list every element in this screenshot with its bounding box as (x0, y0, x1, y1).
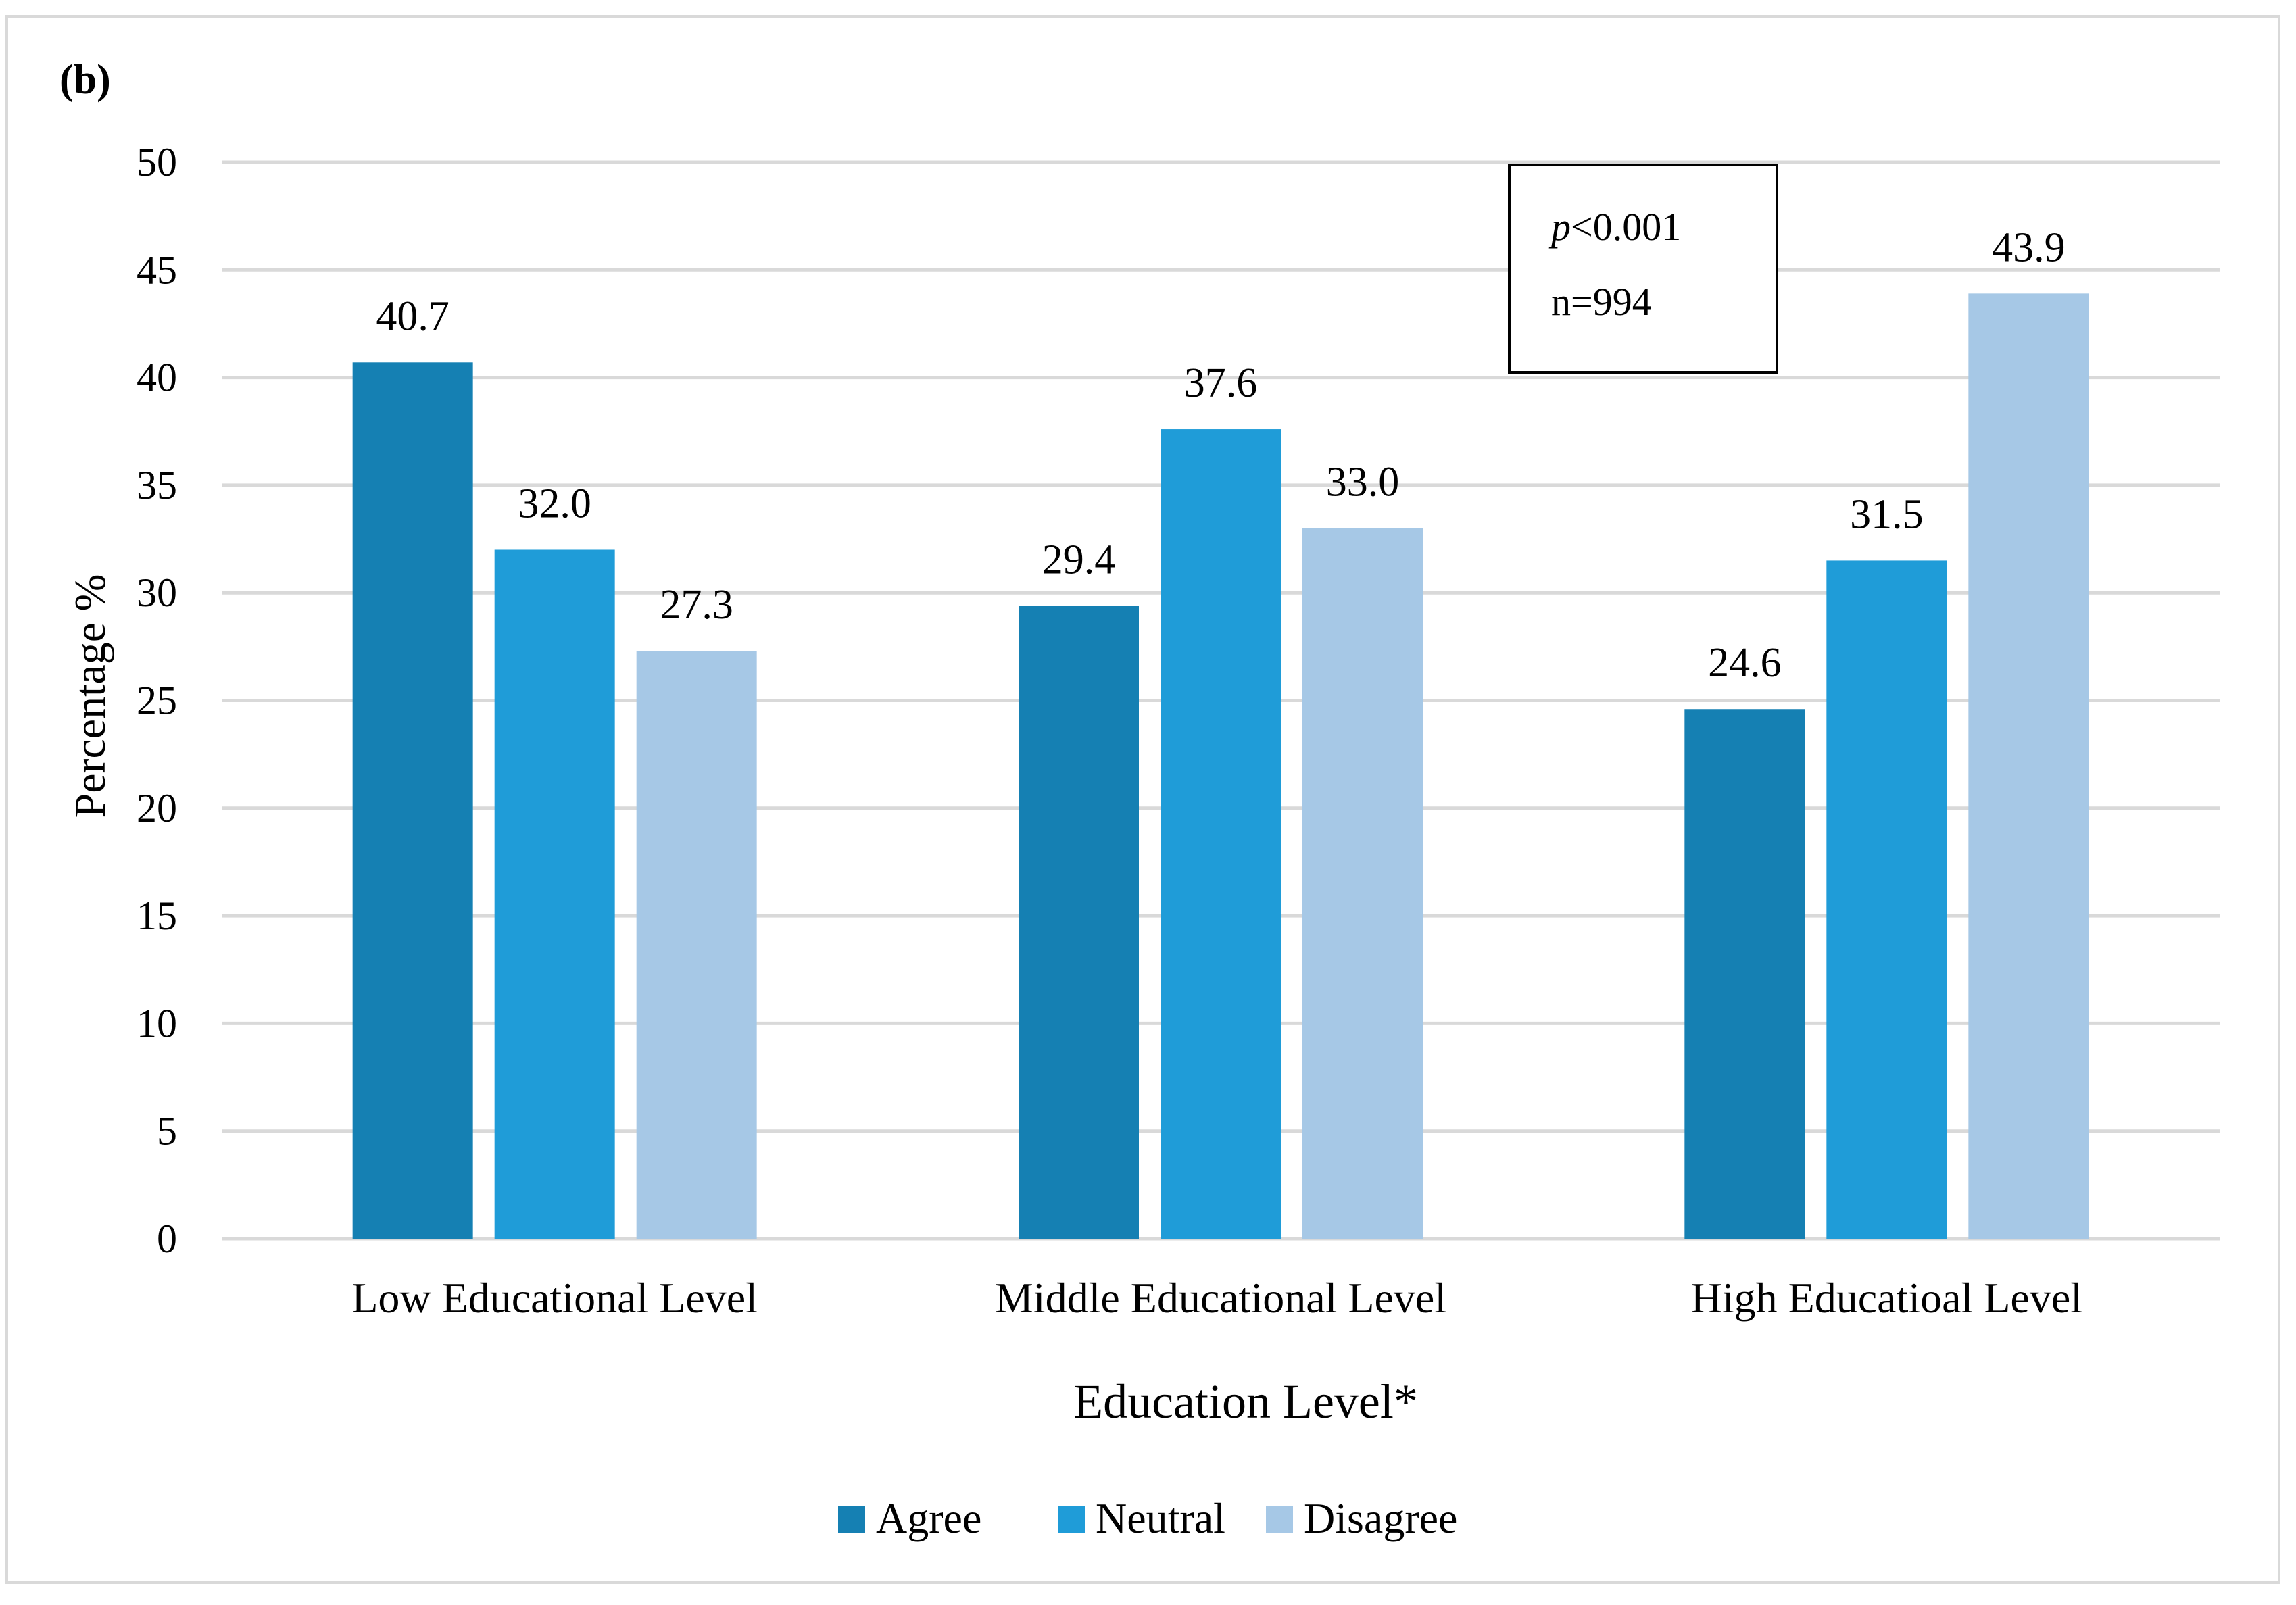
y-tick-label: 20 (137, 786, 177, 831)
data-label: 40.7 (376, 293, 449, 339)
x-tick-label: High Educatioal Level (1691, 1274, 2082, 1322)
annotation-box: p<0.001 n=994 (1508, 164, 1778, 374)
x-tick-label: Middle Educational Level (995, 1274, 1446, 1322)
x-axis-label: Education Level* (1073, 1375, 1418, 1429)
data-label: 29.4 (1042, 537, 1116, 583)
bar-disagree-3 (1968, 293, 2089, 1239)
y-tick-label: 5 (157, 1109, 177, 1154)
bar-agree-3 (1684, 709, 1805, 1239)
legend-label-agree: Agree (876, 1494, 981, 1542)
data-label: 31.5 (1850, 491, 1924, 537)
legend-label-disagree: Disagree (1304, 1494, 1457, 1542)
data-label: 32.0 (518, 480, 591, 526)
data-label: 27.3 (660, 582, 733, 628)
y-tick-label: 0 (157, 1216, 177, 1261)
data-label: 37.6 (1184, 360, 1258, 406)
legend-swatch-neutral (1058, 1506, 1085, 1533)
annotation-border (1508, 164, 1778, 374)
y-tick-label: 25 (137, 678, 177, 723)
y-tick-label: 40 (137, 355, 177, 400)
data-label: 33.0 (1326, 460, 1400, 505)
y-tick-label: 15 (137, 893, 177, 938)
panel-label: (b) (59, 57, 111, 103)
bar-neutral-1 (494, 549, 615, 1239)
bar-neutral-2 (1161, 429, 1281, 1239)
bar-neutral-3 (1826, 560, 1947, 1239)
legend-swatch-disagree (1266, 1506, 1293, 1533)
y-axis-label: Percentage % (66, 574, 115, 818)
sample-size-text: n=994 (1551, 280, 1652, 324)
legend: Agree Neutral Disagree (838, 1494, 1457, 1542)
bar-agree-1 (352, 362, 473, 1239)
x-tick-labels: Low Educational Level Middle Educational … (351, 1274, 2082, 1322)
p-value-text: p<0.001 (1548, 205, 1681, 249)
data-label: 24.6 (1708, 640, 1782, 686)
y-tick-label: 10 (137, 1001, 177, 1045)
legend-label-neutral: Neutral (1096, 1494, 1225, 1542)
y-tick-label: 50 (137, 140, 177, 184)
x-tick-label: Low Educational Level (351, 1274, 758, 1322)
y-tick-label: 35 (137, 463, 177, 508)
y-tick-label: 30 (137, 570, 177, 615)
bars (352, 293, 2089, 1239)
bar-value-labels: 40.7 32.0 27.3 29.4 37.6 33.0 24.6 31.5 43.9 (376, 224, 2065, 686)
legend-swatch-agree (838, 1506, 865, 1533)
data-label: 43.9 (1992, 224, 2066, 270)
bar-disagree-1 (636, 651, 757, 1239)
bar-disagree-2 (1302, 528, 1423, 1239)
y-tick-labels: 0 5 10 15 20 25 30 35 40 45 50 (137, 140, 177, 1261)
y-tick-label: 45 (137, 247, 177, 292)
bar-agree-2 (1019, 606, 1139, 1239)
